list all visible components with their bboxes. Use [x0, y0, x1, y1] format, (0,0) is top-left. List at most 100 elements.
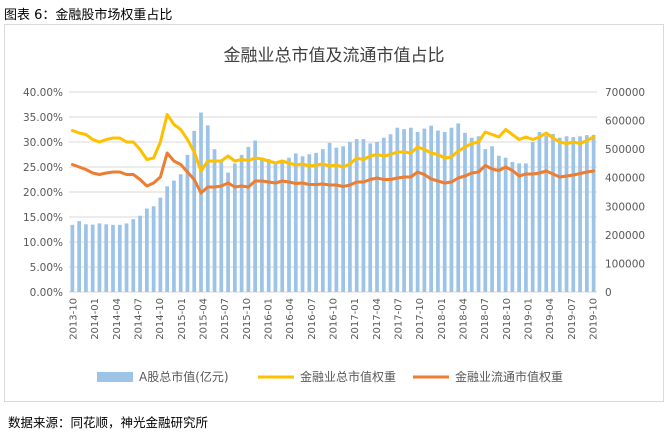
legend-label: A股总市值(亿元)	[139, 369, 229, 384]
bar	[483, 149, 488, 292]
bar	[77, 221, 82, 292]
bar	[300, 156, 305, 292]
bar	[422, 128, 427, 292]
left-tick-label: 5.00%	[30, 262, 63, 274]
right-tick-label: 200000	[605, 230, 645, 242]
left-tick-label: 20.00%	[23, 187, 63, 199]
bar	[144, 208, 149, 292]
right-tick-label: 600000	[605, 116, 645, 128]
x-tick-label: 2019-04	[545, 298, 556, 340]
bar	[476, 136, 481, 292]
bar-series	[70, 112, 596, 293]
chart-title: 金融业总市值及流通市值占比	[224, 46, 445, 66]
bar	[212, 149, 217, 292]
right-tick-label: 0	[605, 287, 612, 299]
right-tick-label: 500000	[605, 144, 645, 156]
bar	[395, 127, 400, 293]
chart-svg: 金融业总市值及流通市值占比 0.00% 5.00% 10.00% 15.00% 20.0…	[23, 46, 645, 384]
bar	[111, 224, 115, 292]
bar	[469, 137, 474, 292]
left-tick-label: 40.00%	[23, 87, 63, 99]
x-tick-label: 2019-10	[589, 298, 600, 340]
bar	[490, 146, 494, 292]
left-tick-label: 30.00%	[23, 137, 63, 149]
x-tick-label: 2015-10	[242, 298, 253, 340]
bar	[151, 206, 156, 292]
line-float-weight	[70, 151, 596, 195]
bar	[578, 136, 582, 292]
bar	[503, 157, 508, 292]
bar	[97, 223, 102, 292]
x-tick-label: 2018-10	[502, 298, 513, 340]
bar	[348, 142, 352, 292]
right-axis-ticks: 0 100000 200000 300000 400000 500000 600000 700…	[605, 87, 645, 299]
bar	[192, 130, 197, 292]
bar	[496, 155, 501, 292]
bar	[436, 130, 440, 292]
bar	[429, 125, 434, 293]
bar	[591, 134, 596, 292]
source-note: 数据来源：同花顺，神光金融研究所	[8, 415, 209, 430]
bar	[70, 224, 75, 292]
bar	[172, 180, 176, 292]
bar	[341, 146, 346, 292]
x-tick-label: 2017-10	[415, 298, 426, 340]
x-tick-label: 2016-10	[329, 298, 340, 340]
bar	[219, 160, 224, 292]
left-tick-label: 15.00%	[23, 212, 63, 224]
left-tick-label: 0.00%	[30, 287, 63, 299]
bar	[253, 140, 258, 292]
bar	[320, 149, 325, 292]
line-series	[70, 113, 596, 195]
left-tick-label: 10.00%	[23, 237, 63, 249]
right-tick-label: 100000	[605, 258, 645, 270]
legend: A股总市值(亿元) 金融业总市值权重 金融业流通市值权重	[97, 369, 563, 384]
figure-caption: 图表 6：金融股市场权重占比	[4, 8, 173, 23]
bar	[388, 134, 393, 292]
right-tick-label: 700000	[605, 87, 645, 99]
bar	[571, 137, 576, 292]
bar	[530, 142, 535, 292]
bar	[104, 224, 109, 292]
bar	[361, 139, 366, 292]
x-tick-label: 2015-07	[220, 298, 231, 340]
bar	[205, 125, 210, 293]
bar	[381, 137, 386, 292]
bar	[199, 112, 203, 292]
x-tick-label: 2015-04	[199, 298, 210, 340]
bar	[517, 163, 522, 292]
legend-swatch-bars	[97, 372, 133, 382]
bar	[232, 163, 237, 292]
bar	[544, 135, 549, 292]
bar	[408, 127, 413, 293]
bar	[456, 123, 461, 293]
x-tick-label: 2018-01	[437, 298, 448, 340]
bar	[246, 146, 251, 292]
bar	[165, 186, 170, 292]
bar	[84, 224, 88, 292]
bar	[524, 163, 528, 292]
bar	[185, 154, 190, 292]
bar	[124, 223, 129, 292]
x-tick-label: 2018-07	[480, 298, 491, 340]
bar	[287, 157, 291, 292]
bar	[138, 215, 142, 292]
legend-label: 金融业流通市值权重	[455, 369, 563, 384]
left-axis-ticks: 0.00% 5.00% 10.00% 15.00% 20.00% 25.00% 30.00%…	[23, 87, 63, 299]
x-tick-label: 2013-10	[69, 298, 80, 340]
left-tick-label: 25.00%	[23, 162, 63, 174]
bar	[117, 224, 122, 292]
bar	[510, 162, 515, 292]
bar	[280, 162, 285, 292]
x-tick-label: 2014-07	[134, 298, 145, 340]
x-tick-label: 2017-01	[350, 298, 361, 340]
bar	[442, 132, 447, 292]
x-tick-label: 2019-07	[567, 298, 578, 340]
x-tick-label: 2018-04	[459, 298, 470, 340]
x-tick-label: 2017-07	[394, 298, 405, 340]
bar	[266, 159, 271, 292]
x-tick-label: 2014-04	[112, 298, 123, 340]
bar	[463, 132, 467, 292]
x-tick-label: 2014-10	[155, 298, 166, 340]
line-total-weight	[70, 113, 596, 173]
